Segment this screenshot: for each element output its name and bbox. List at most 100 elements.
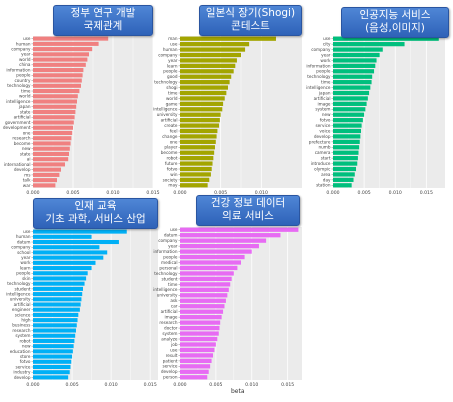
bar [333,107,366,112]
bar [180,52,241,58]
x-tick-label: 0.000 [26,190,39,196]
bar [333,42,405,47]
y-tick-label: time [321,80,331,85]
bar [333,166,357,172]
y-tick-label: government [5,120,31,125]
y-tick-label: company [11,47,31,52]
bar [33,328,76,333]
bar [33,83,81,88]
bar [33,183,56,188]
y-tick-label: doctor [164,325,178,330]
y-tick-label: player [164,145,177,150]
y-tick-label: people [16,73,31,78]
panel-3-title-line2: (음성,이미지) [365,22,425,34]
bar [33,125,73,130]
bar [180,342,216,347]
bar [33,245,100,250]
y-tick-label: university [157,112,178,117]
bar [33,130,73,136]
bar [333,69,375,74]
bar [333,63,376,68]
y-tick-label: information [306,63,331,68]
y-tick-label: society [163,177,178,182]
bar [33,136,72,141]
bar [180,63,236,68]
y-tick-label: car [171,304,178,309]
y-tick-label: service [163,364,178,369]
bar [333,139,360,144]
bar [180,128,218,134]
bar [180,364,211,369]
y-tick-label: international [4,162,31,167]
y-tick-label: technology [7,83,31,88]
y-tick-label: work [320,58,331,63]
y-tick-label: technology [7,281,31,286]
y-tick-label: use [170,347,178,352]
y-tick-label: people [163,69,178,74]
bar [180,254,245,260]
bar [180,69,234,74]
y-tick-label: artificial [14,115,31,120]
x-tick-label: 0.010 [245,382,258,388]
y-tick-label: intelligence [6,291,31,296]
bar [180,336,218,342]
panel-3-title: 인공지능 서비스 (음성,이미지) [341,7,449,38]
y-tick-label: may [168,183,178,188]
y-tick-label: information [153,249,178,254]
bar [180,298,226,303]
bar [33,370,70,375]
y-tick-label: intelligence [153,287,178,292]
bar [33,146,70,151]
y-tick-label: job [170,342,178,347]
bar [33,260,96,265]
bar [333,183,352,188]
y-tick-label: result [166,353,178,358]
y-tick-label: new [22,344,31,349]
bar [180,36,276,41]
bar [33,318,78,323]
panel-5-title-line2: 의료 서비스 [222,210,274,222]
y-tick-label: people [163,254,178,259]
y-tick-label: university [10,297,31,302]
y-tick-label: year [21,255,31,260]
bar [180,161,213,166]
bar [180,276,232,282]
y-tick-label: one [170,139,178,144]
y-tick-label: station [316,183,331,188]
y-tick-label: china [19,62,31,67]
y-tick-label: company [11,245,31,250]
x-tick-label: 0.005 [358,190,371,196]
bar [333,150,359,155]
y-tick-label: fotvo [20,359,31,364]
y-tick-label: japan [318,90,331,95]
y-tick-label: change [162,134,178,139]
bar [33,286,83,291]
y-tick-label: intelligence [6,99,31,104]
bar [180,183,208,188]
bar [180,271,234,276]
bar [33,364,71,370]
y-tick-label: artificial [161,309,178,314]
y-tick-label: human [16,41,31,46]
bar [33,99,77,104]
bar [33,62,86,67]
bar [333,128,361,134]
panel-2: 0.000 0.005 0.010 manusehumancompanyyearlea… [153,36,302,196]
x-tick-label: 0.015 [281,382,294,388]
bar [33,323,77,328]
y-tick-label: time [168,90,178,95]
y-tick-label: patient [163,358,178,363]
y-tick-label: create [164,123,178,128]
y-tick-label: personal [159,265,177,270]
bar [180,96,225,101]
bar [33,47,93,52]
y-tick-label: use [323,36,331,41]
y-tick-label: new [22,146,31,151]
bar [33,73,83,78]
y-tick-label: industry [13,370,31,375]
bar [333,80,372,85]
bar [33,234,92,239]
y-tick-label: develop [14,375,31,380]
y-tick-label: person [163,375,178,380]
bar [180,282,231,287]
